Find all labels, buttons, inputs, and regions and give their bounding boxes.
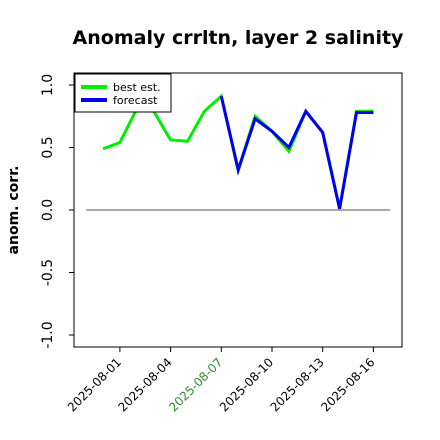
chart-title: Anomaly crrltn, layer 2 salinity bbox=[73, 27, 404, 49]
legend-box bbox=[74, 73, 172, 113]
legend-label: forecast bbox=[113, 94, 158, 107]
series-line-best-est bbox=[102, 93, 374, 210]
y-tick-label: 0.0 bbox=[40, 199, 56, 221]
y-axis: -1.0 -0.5 0.0 0.5 1.0 bbox=[40, 74, 74, 349]
x-tick-label: 2025-08-16 bbox=[318, 355, 377, 414]
y-tick-label: 0.5 bbox=[40, 136, 56, 158]
y-axis-label: anom. corr. bbox=[6, 166, 22, 255]
series-line-forecast bbox=[219, 95, 374, 210]
y-tick-label: -1.0 bbox=[40, 321, 56, 348]
series-lines bbox=[102, 93, 374, 210]
y-tick-label: 1.0 bbox=[40, 74, 56, 96]
y-tick-label: -0.5 bbox=[40, 259, 56, 286]
x-axis: 2025-08-012025-08-042025-08-072025-08-10… bbox=[65, 347, 378, 414]
legend-label: best est. bbox=[113, 81, 161, 94]
legend: best est.forecast bbox=[74, 73, 172, 113]
